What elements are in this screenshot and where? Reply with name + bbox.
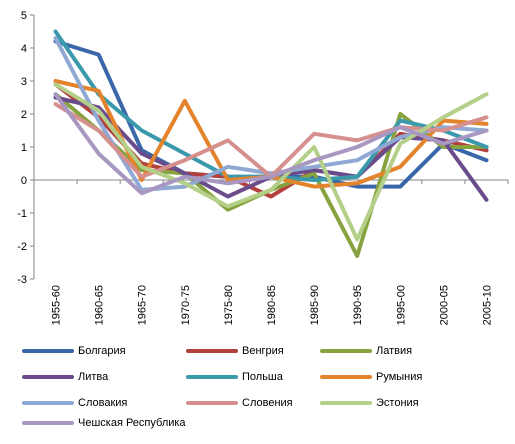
x-tick-label: 1965-70 <box>137 285 149 325</box>
y-tick-label: 0 <box>21 175 27 187</box>
y-tick-label: 2 <box>21 109 27 121</box>
series-line-9 <box>53 82 489 242</box>
y-tick-label: -2 <box>17 241 27 253</box>
y-tick-label: -1 <box>17 208 27 220</box>
y-tick-label: -3 <box>17 274 27 286</box>
x-tick-label: 2000-05 <box>438 285 450 325</box>
y-tick-label: 3 <box>21 76 27 88</box>
x-tick-label: 1985-90 <box>309 285 321 325</box>
x-tick-label: 1955-60 <box>51 285 63 325</box>
x-tick-label: 1995-00 <box>395 285 407 325</box>
series-line-10 <box>53 92 489 196</box>
x-tick-label: 1975-80 <box>223 285 235 325</box>
x-tick-label: 1980-85 <box>266 285 278 325</box>
y-tick-label: 1 <box>21 142 27 154</box>
x-tick-label: 1960-65 <box>94 285 106 325</box>
y-tick-label: 5 <box>21 10 27 22</box>
y-tick-label: 4 <box>21 43 27 55</box>
x-tick-label: 1970-75 <box>180 285 192 325</box>
x-tick-label: 2005-10 <box>481 285 493 325</box>
x-tick-label: 1990-95 <box>352 285 364 325</box>
